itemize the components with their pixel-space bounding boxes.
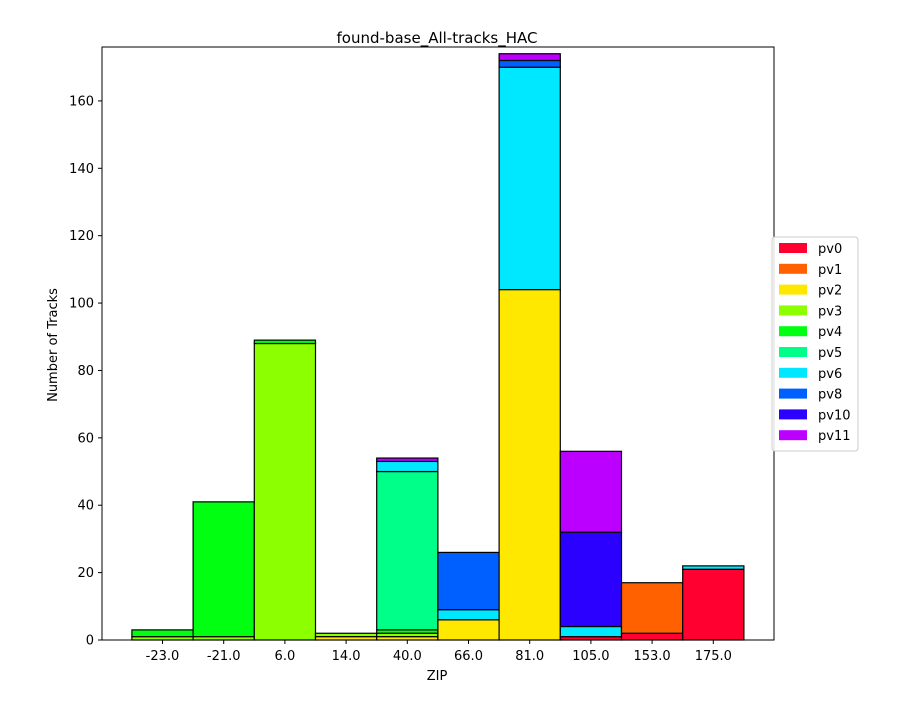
x-tick-label: 153.0 — [633, 649, 670, 664]
chart-title: found-base_All-tracks_HAC — [337, 29, 538, 48]
bar-pv4-6.0 — [253, 339, 317, 345]
y-axis-label: Number of Tracks — [46, 288, 61, 402]
bar-pv6-105.0 — [559, 625, 623, 638]
legend-swatch-pv6 — [779, 367, 807, 378]
bar-pv11-105.0 — [559, 450, 623, 533]
x-tick-label: 14.0 — [332, 649, 361, 664]
bar-pv1-153.0 — [620, 582, 684, 634]
bar-pv3-14.0 — [314, 632, 378, 638]
bar-pv8-66.0 — [437, 551, 500, 611]
legend-label-pv4: pv4 — [818, 325, 842, 340]
bar-pv0-175.0 — [682, 568, 745, 641]
y-tick-label: 80 — [77, 364, 94, 379]
x-axis-label: ZIP — [427, 669, 448, 684]
x-tick-label: 105.0 — [572, 649, 609, 664]
legend-swatch-pv5 — [779, 347, 807, 357]
legend-swatch-pv10 — [779, 409, 807, 420]
bar-pv0-153.0 — [620, 632, 684, 641]
legend-label-pv8: pv8 — [818, 388, 842, 403]
x-tick-label: 81.0 — [515, 649, 544, 664]
bar-pv6-81.0 — [498, 66, 561, 291]
bar-pv5-40.0 — [376, 470, 439, 631]
x-tick-label: -23.0 — [146, 649, 180, 664]
bar-pv8-81.0 — [498, 59, 561, 68]
bar-pv6-40.0 — [376, 460, 439, 473]
bar-pv4--21.0 — [192, 501, 255, 638]
legend-label-pv0: pv0 — [818, 242, 842, 257]
bar-pv2-66.0 — [437, 619, 500, 641]
y-axis: 0 20 40 60 80 100 120 140 160 — [69, 94, 102, 649]
bar-pv4--23.0 — [131, 629, 194, 638]
bar-pv3-6.0 — [253, 342, 317, 641]
legend: pv0 pv1 pv2 pv3 pv4 pv5 pv6 pv8 pv10 pv11 — [771, 236, 859, 452]
bar-pv2-81.0 — [498, 288, 561, 641]
y-tick-label: 160 — [69, 94, 94, 109]
legend-label-pv11: pv11 — [818, 429, 851, 444]
x-axis: -23.0 -21.0 6.0 14.0 40.0 66.0 81.0 105.0 153.0 1… — [146, 640, 732, 664]
bar-pv6-66.0 — [437, 609, 500, 621]
legend-label-pv5: pv5 — [818, 346, 842, 361]
y-tick-label: 60 — [77, 431, 94, 446]
bar-pv6-175.0 — [682, 565, 745, 570]
legend-swatch-pv1 — [779, 263, 807, 274]
bar-group — [131, 53, 745, 641]
legend-swatch-pv0 — [779, 243, 807, 253]
y-tick-label: 20 — [77, 566, 94, 581]
y-tick-label: 120 — [69, 229, 94, 244]
bar-pv10-105.0 — [559, 531, 623, 628]
x-tick-label: 40.0 — [393, 649, 422, 664]
x-tick-label: 175.0 — [695, 649, 732, 664]
legend-label-pv3: pv3 — [818, 304, 842, 319]
legend-swatch-pv4 — [779, 326, 807, 337]
bar-pv11-81.0 — [498, 53, 561, 62]
legend-swatch-pv8 — [779, 388, 807, 399]
y-tick-label: 0 — [86, 634, 94, 649]
legend-swatch-pv11 — [779, 430, 807, 441]
legend-label-pv1: pv1 — [818, 263, 842, 278]
bar-pv11-40.0 — [376, 457, 439, 463]
legend-swatch-pv2 — [779, 284, 807, 295]
y-tick-label: 40 — [77, 499, 94, 514]
x-tick-label: -21.0 — [207, 649, 241, 664]
legend-label-pv2: pv2 — [818, 284, 842, 299]
legend-label-pv10: pv10 — [818, 408, 851, 423]
x-tick-label: 66.0 — [454, 649, 483, 664]
legend-swatch-pv3 — [779, 305, 807, 316]
y-tick-label: 140 — [69, 162, 94, 177]
legend-label-pv6: pv6 — [818, 367, 842, 382]
x-tick-label: 6.0 — [275, 649, 296, 664]
y-tick-label: 100 — [69, 297, 94, 312]
